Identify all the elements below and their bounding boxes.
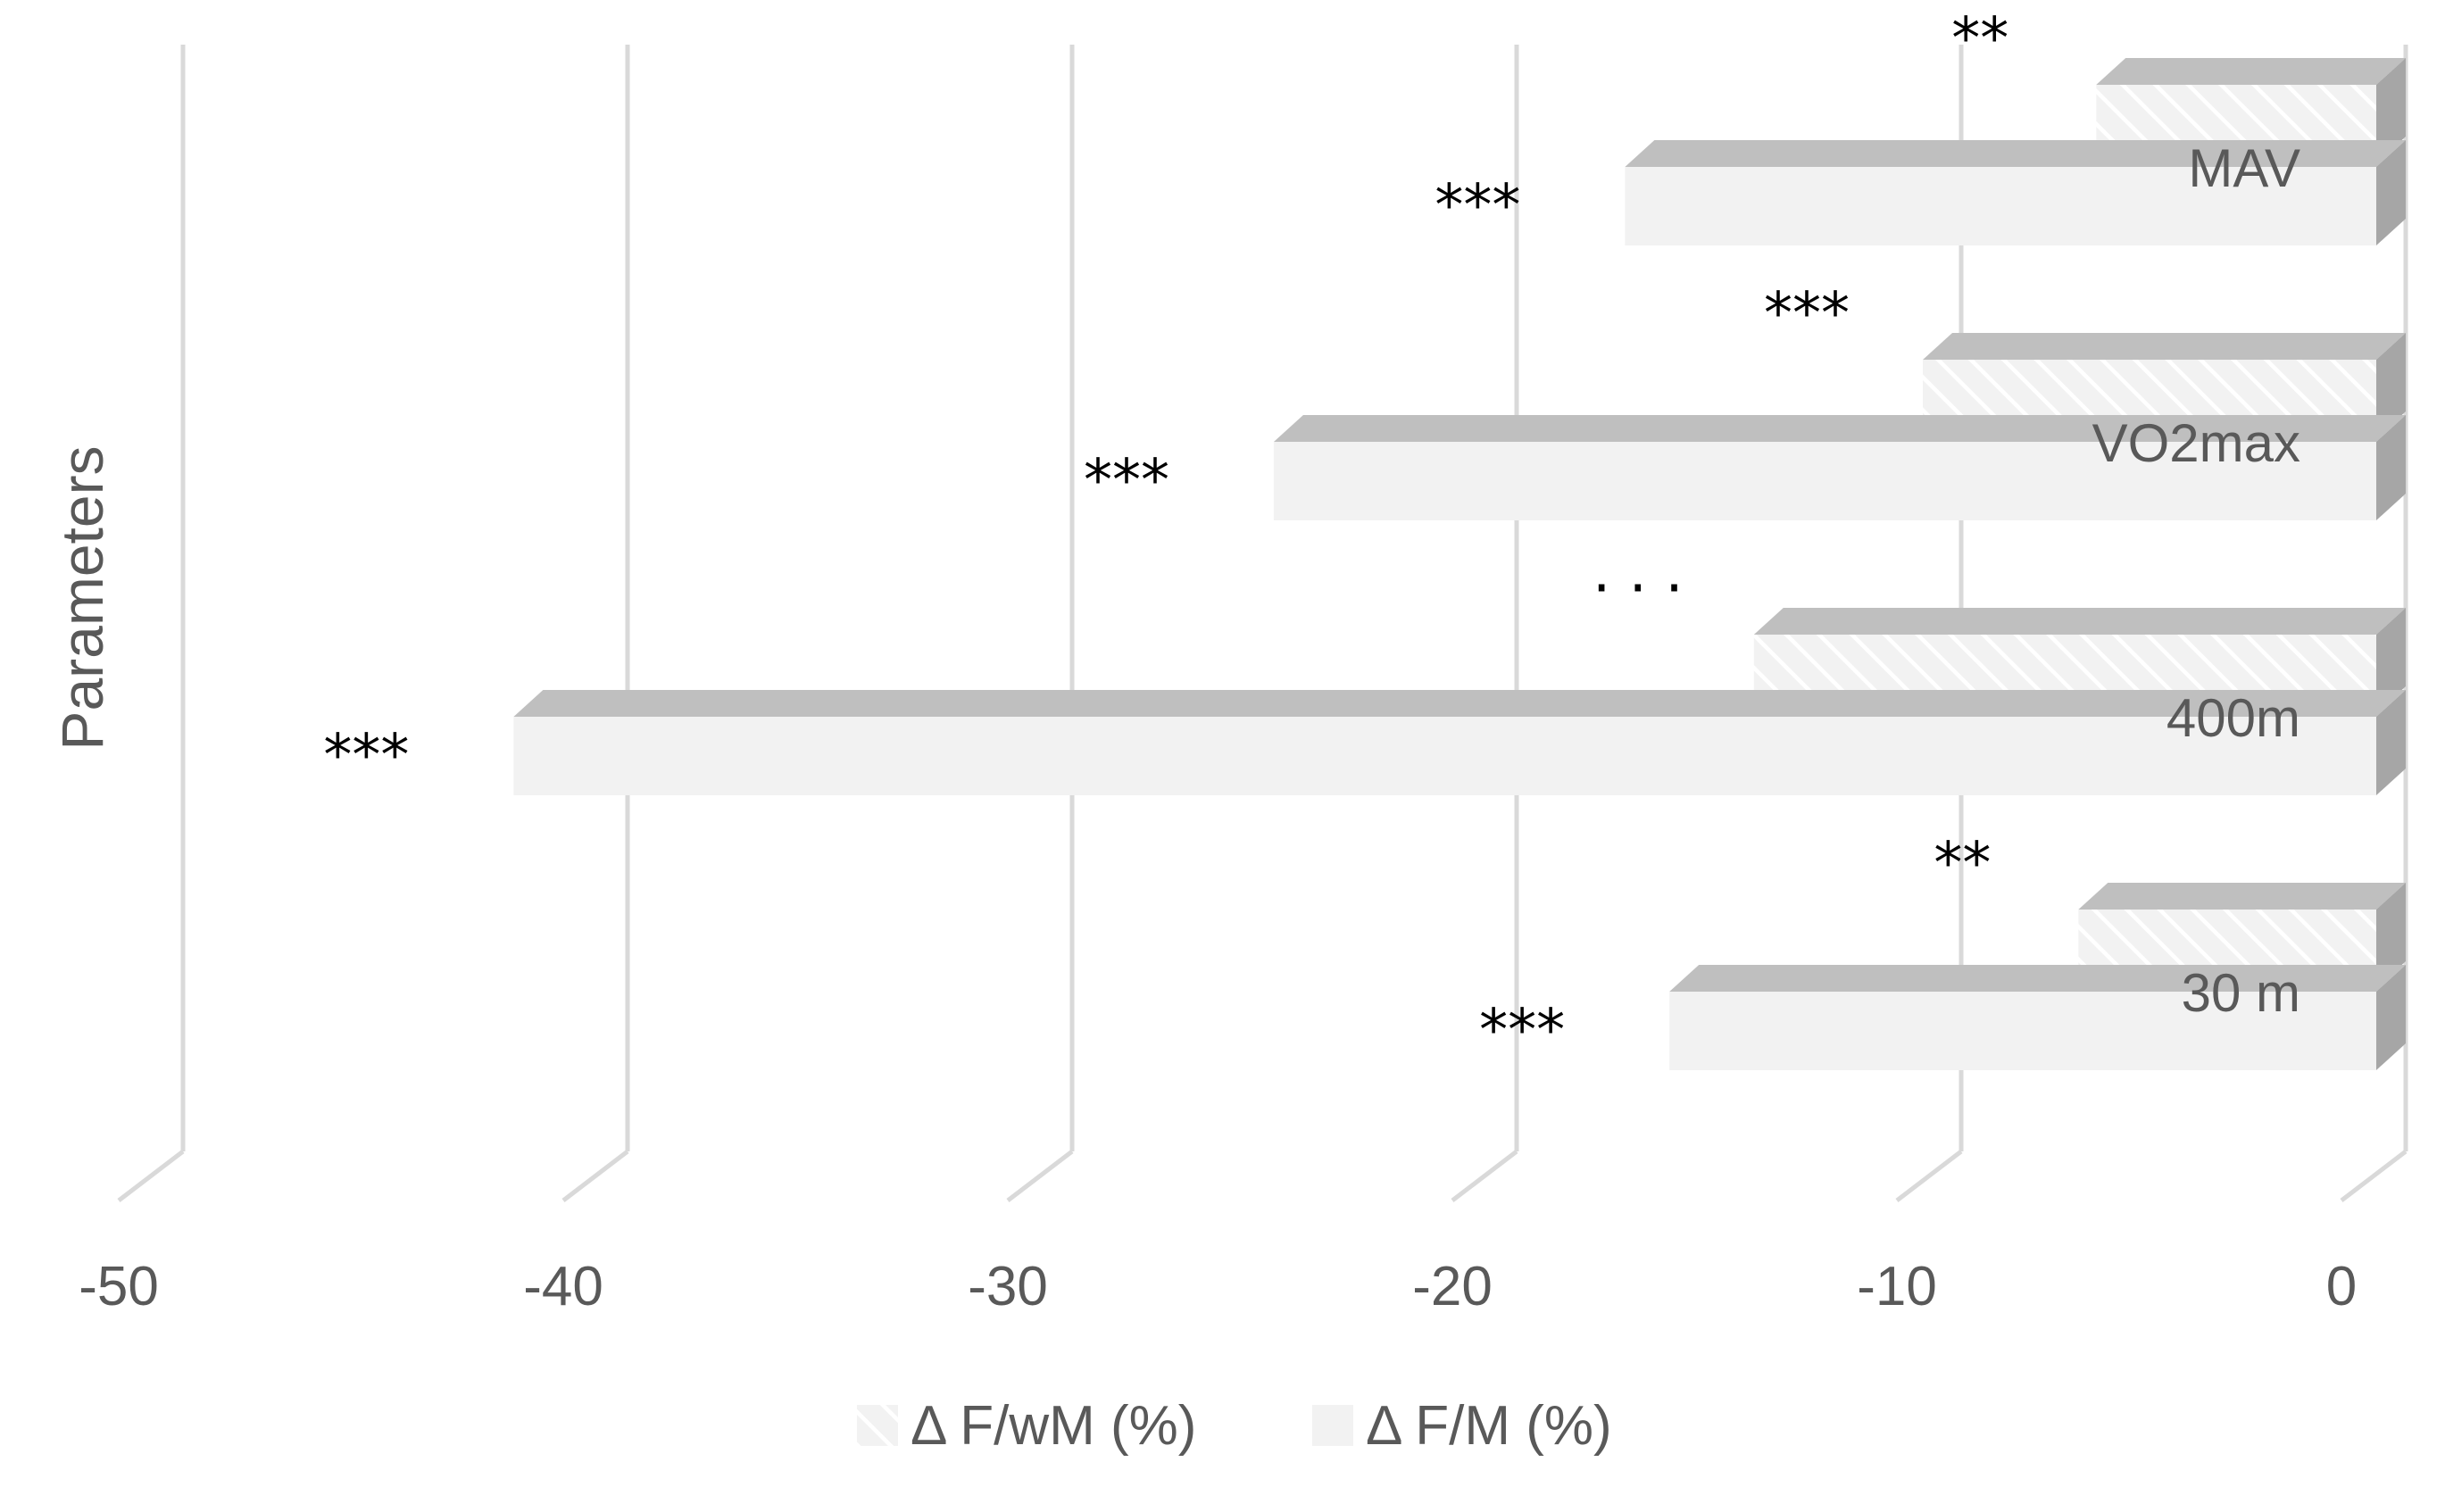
bar-top-face — [1273, 415, 2406, 442]
bar-side-face — [2376, 690, 2406, 795]
y-axis-title: Parameters — [49, 445, 115, 750]
category-label: MAV — [2188, 138, 2300, 198]
category-label: 400m — [2166, 688, 2300, 748]
bar-side-face — [2376, 608, 2406, 713]
category-labels: 30 m 400m VO2max MAV — [2092, 138, 2300, 1023]
bars — [513, 58, 2407, 1070]
x-tick-label: 0 — [2326, 1256, 2357, 1317]
significance-marker: *** — [1764, 281, 1850, 347]
legend: Δ F/wM (%) Δ F/M (%) — [857, 1395, 1612, 1457]
bar-series-2 — [1625, 140, 2406, 245]
bar-top-face — [1923, 333, 2406, 360]
bar-top-face — [2096, 58, 2406, 85]
bar-series-2 — [1273, 415, 2406, 520]
significance-marker: ** — [1951, 6, 2008, 72]
legend-label: Δ F/M (%) — [1366, 1395, 1612, 1457]
gridline-floor — [561, 1150, 629, 1202]
gridline-floor — [117, 1150, 185, 1202]
x-tick-label: -40 — [523, 1256, 603, 1317]
significance-marker: ** — [1934, 831, 1991, 897]
gridline-floor — [2340, 1150, 2408, 1202]
bar-side-face — [2376, 883, 2406, 988]
significance-marker: *** — [323, 723, 409, 789]
bar-series-2 — [1669, 965, 2406, 1070]
x-tick-label: -30 — [968, 1256, 1048, 1317]
bar-side-face — [2376, 415, 2406, 520]
bar-side-face — [2376, 58, 2406, 163]
significance-marker: *** — [1479, 998, 1565, 1064]
x-tick-label: -10 — [1857, 1256, 1937, 1317]
x-axis: -50 -40 -30 -20 -10 0 — [79, 1256, 2357, 1317]
category-label: VO2max — [2092, 413, 2300, 473]
significance-marker: *** — [1435, 173, 1520, 239]
bar-top-face — [513, 690, 2407, 717]
bar-front-face — [1669, 992, 2376, 1070]
x-tick-label: -20 — [1412, 1256, 1493, 1317]
category-label: 30 m — [2182, 963, 2300, 1023]
bar-top-face — [1625, 140, 2406, 167]
bar-top-face — [1669, 965, 2406, 992]
significance-labels: *****· · ·************** — [323, 6, 2008, 1064]
bar-top-face — [2078, 883, 2406, 910]
bar-front-face — [1625, 167, 2376, 245]
bar-side-face — [2376, 965, 2406, 1070]
bar-top-face — [1753, 608, 2406, 635]
gridline-floor — [1895, 1150, 1963, 1202]
gridline-floor — [1006, 1150, 1074, 1202]
bar-front-face — [1273, 442, 2376, 520]
bar-front-face — [513, 717, 2377, 795]
x-tick-label: -50 — [79, 1256, 159, 1317]
significance-marker: *** — [1084, 448, 1169, 514]
legend-swatch — [1312, 1405, 1353, 1446]
bar-side-face — [2376, 333, 2406, 438]
significance-marker: · · · — [1593, 556, 1684, 622]
bar-side-face — [2376, 140, 2406, 245]
legend-swatch — [857, 1405, 898, 1446]
legend-label: Δ F/wM (%) — [911, 1395, 1196, 1457]
bar-series-2 — [513, 690, 2407, 795]
gridline-floor — [1451, 1150, 1518, 1202]
